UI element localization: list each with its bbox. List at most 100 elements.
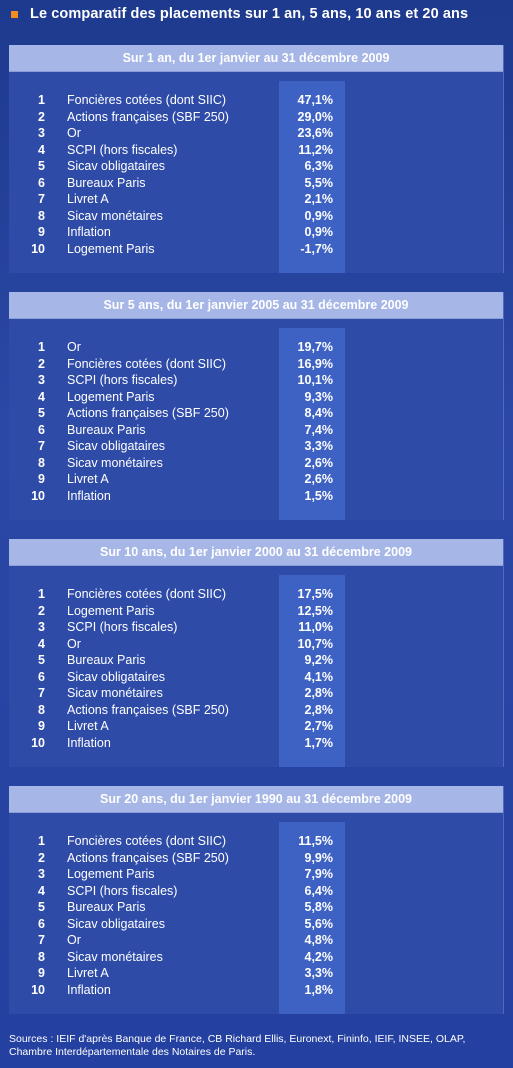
value-cell: 5,5% <box>304 175 334 190</box>
rank-cell: 2 <box>38 356 45 371</box>
value-column <box>279 81 345 273</box>
value-cell: 2,6% <box>304 455 334 470</box>
square-bullet-icon <box>11 10 18 18</box>
value-cell: 0,9% <box>304 225 334 239</box>
value-cell: 6,3% <box>304 159 334 173</box>
value-cell: 4,2% <box>304 949 334 964</box>
table-row: 4 SCPI (hors fiscales) 11,2% <box>9 142 503 159</box>
rank-cell: 3 <box>38 373 45 387</box>
table-row: 10 Logement Paris -1,7% <box>9 241 503 258</box>
table-row: 2 Actions françaises (SBF 250) 9,9% <box>9 850 503 867</box>
ranking-table-10-years: Sur 10 ans, du 1er janvier 2000 au 31 dé… <box>9 539 504 767</box>
label-cell: Logement Paris <box>67 389 155 404</box>
label-cell: Sicav monétaires <box>67 455 163 470</box>
ranking-table-5-years: Sur 5 ans, du 1er janvier 2005 au 31 déc… <box>9 292 504 520</box>
table-row: 7 Sicav monétaires 2,8% <box>9 685 503 702</box>
rank-cell: 10 <box>31 735 45 750</box>
value-cell: 16,9% <box>297 356 333 371</box>
page-header: Le comparatif des placements sur 1 an, 5… <box>0 0 513 28</box>
rank-cell: 5 <box>38 653 45 667</box>
label-cell: SCPI (hors fiscales) <box>67 142 178 157</box>
label-cell: SCPI (hors fiscales) <box>67 620 178 634</box>
rank-cell: 8 <box>38 949 45 964</box>
rank-cell: 6 <box>38 175 45 190</box>
value-cell: 4,1% <box>304 669 334 684</box>
value-cell: 23,6% <box>297 126 333 140</box>
value-cell: 1,7% <box>304 735 334 750</box>
label-cell: Foncières cotées (dont SIIC) <box>67 834 227 848</box>
rank-cell: 6 <box>38 422 45 437</box>
label-cell: Actions françaises (SBF 250) <box>67 850 229 865</box>
rank-cell: 4 <box>38 142 45 157</box>
label-cell: Foncières cotées (dont SIIC) <box>67 93 227 107</box>
label-cell: Sicav obligataires <box>67 669 165 684</box>
label-cell: Or <box>67 340 81 354</box>
value-column <box>279 575 345 767</box>
value-cell: 17,5% <box>297 587 333 601</box>
table-row: 3 SCPI (hors fiscales) 10,1% <box>9 372 503 389</box>
table-row: 4 SCPI (hors fiscales) 6,4% <box>9 883 503 900</box>
label-cell: Livret A <box>67 192 109 206</box>
table-row: 9 Livret A 3,3% <box>9 965 503 982</box>
label-cell: Sicav monétaires <box>67 686 163 700</box>
label-cell: SCPI (hors fiscales) <box>67 373 178 387</box>
label-cell: Sicav obligataires <box>67 439 165 453</box>
label-cell: Logement Paris <box>67 867 155 881</box>
value-cell: 9,2% <box>304 653 334 667</box>
value-cell: 2,7% <box>304 719 334 733</box>
table-row: 9 Livret A 2,6% <box>9 471 503 488</box>
table-row: 2 Foncières cotées (dont SIIC) 16,9% <box>9 356 503 373</box>
rank-cell: 6 <box>38 669 45 684</box>
rank-cell: 4 <box>38 636 45 651</box>
rank-cell: 9 <box>38 225 45 239</box>
table-title: Sur 5 ans, du 1er janvier 2005 au 31 déc… <box>9 292 503 319</box>
rank-cell: 9 <box>38 472 45 486</box>
label-cell: Or <box>67 636 81 651</box>
value-cell: 2,8% <box>304 686 334 700</box>
label-cell: Livret A <box>67 472 109 486</box>
rank-cell: 7 <box>38 933 45 947</box>
value-cell: 9,3% <box>304 389 334 404</box>
table-row: 9 Livret A 2,7% <box>9 718 503 735</box>
label-cell: Bureaux Paris <box>67 422 146 437</box>
rank-cell: 1 <box>38 93 45 107</box>
table-rows: 1 Foncières cotées (dont SIIC) 47,1% 2 Actio… <box>9 92 503 257</box>
value-cell: 6,4% <box>304 883 334 898</box>
rank-cell: 2 <box>38 603 45 618</box>
table-row: 8 Sicav monétaires 2,6% <box>9 455 503 472</box>
table-row: 6 Sicav obligataires 4,1% <box>9 669 503 686</box>
table-row: 3 Logement Paris 7,9% <box>9 866 503 883</box>
rank-cell: 9 <box>38 966 45 980</box>
value-cell: 3,3% <box>304 966 334 980</box>
rank-cell: 3 <box>38 867 45 881</box>
rank-cell: 2 <box>38 850 45 865</box>
value-cell: 11,2% <box>298 142 333 157</box>
rank-cell: 1 <box>38 834 45 848</box>
ranking-table-20-years: Sur 20 ans, du 1er janvier 1990 au 31 dé… <box>9 786 504 1014</box>
table-rows: 1 Foncières cotées (dont SIIC) 17,5% 2 Logem… <box>9 586 503 751</box>
table-row: 8 Actions françaises (SBF 250) 2,8% <box>9 702 503 719</box>
label-cell: Or <box>67 933 81 947</box>
label-cell: Sicav obligataires <box>67 159 165 173</box>
rank-cell: 10 <box>31 241 45 256</box>
value-cell: 11,0% <box>298 620 333 634</box>
rank-cell: 6 <box>38 916 45 931</box>
table-row: 7 Livret A 2,1% <box>9 191 503 208</box>
rank-cell: 5 <box>38 900 45 914</box>
label-cell: Bureaux Paris <box>67 175 146 190</box>
table-rows: 1 Or 19,7% 2 Foncières cotées (dont SIIC) 16,… <box>9 339 503 504</box>
ranking-table-1-year: Sur 1 an, du 1er janvier au 31 décembre … <box>9 45 504 273</box>
value-cell: 3,3% <box>304 439 334 453</box>
value-cell: 19,7% <box>297 340 333 354</box>
label-cell: Sicav monétaires <box>67 208 163 223</box>
value-cell: 4,8% <box>304 933 334 947</box>
value-cell: -1,7% <box>300 241 333 256</box>
label-cell: Sicav monétaires <box>67 949 163 964</box>
table-row: 10 Inflation 1,8% <box>9 982 503 999</box>
rank-cell: 10 <box>31 488 45 503</box>
label-cell: Bureaux Paris <box>67 653 146 667</box>
value-column <box>279 328 345 520</box>
value-cell: 11,5% <box>298 834 333 848</box>
table-row: 8 Sicav monétaires 4,2% <box>9 949 503 966</box>
rank-cell: 10 <box>31 982 45 997</box>
